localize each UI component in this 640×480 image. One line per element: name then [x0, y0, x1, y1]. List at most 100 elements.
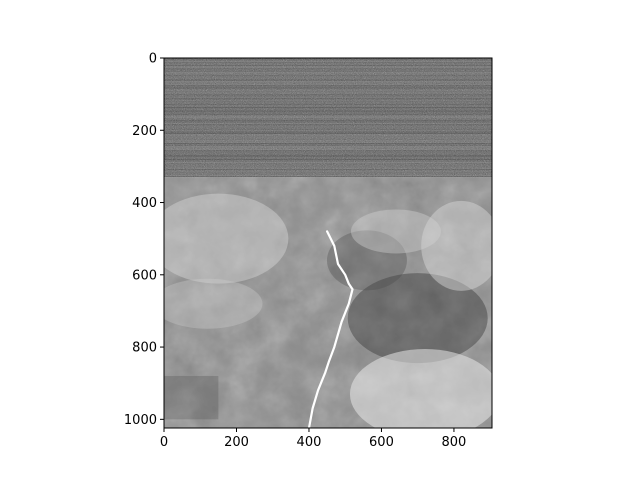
cloud-patch [421, 200, 492, 291]
y-tick-label: 400 [132, 196, 157, 211]
noise-streak [164, 110, 492, 111]
noise-streak [164, 76, 492, 78]
noise-streak [164, 84, 492, 85]
axes-frame [163, 57, 493, 429]
noise-streak [164, 172, 492, 173]
noise-streak [164, 169, 492, 171]
noise-streak [164, 175, 492, 176]
noise-streak [164, 62, 492, 64]
noise-streak [164, 144, 492, 146]
y-axis: 0 200 400 600 800 1000 [124, 52, 164, 428]
noise-streak [164, 105, 492, 107]
noise-streak [164, 63, 492, 65]
noise-streak [164, 167, 492, 169]
noise-streak [164, 153, 492, 155]
noise-streak [164, 160, 492, 162]
noise-streak [164, 82, 492, 84]
noise-streak [164, 121, 492, 123]
noise-streak [164, 154, 492, 156]
noise-streak [164, 117, 492, 118]
noise-streak [164, 133, 492, 134]
noise-streak [164, 99, 492, 101]
noise-streak [164, 118, 492, 120]
noise-streak [164, 104, 492, 105]
satellite-image [164, 58, 492, 428]
noise-streak [164, 115, 492, 117]
noise-streak [164, 123, 492, 124]
x-tick-label: 600 [369, 435, 394, 450]
noise-streak [164, 166, 492, 168]
noise-streak [164, 81, 492, 82]
plot-area [163, 57, 493, 429]
cloud-patch [164, 278, 263, 329]
noise-streak [164, 94, 492, 95]
noise-streak [164, 136, 492, 137]
noise-streak [164, 114, 492, 116]
noise-texture [164, 58, 492, 178]
noise-streak [164, 143, 492, 144]
noise-streak [164, 151, 492, 153]
dark-region [326, 230, 407, 291]
noise-streak [164, 170, 492, 172]
x-tick-label: 200 [224, 435, 249, 450]
noise-streak [164, 128, 492, 130]
coastline [307, 230, 354, 428]
cloud-patch [350, 209, 441, 254]
noise-streak [164, 138, 492, 140]
noise-streak [164, 112, 492, 114]
noise-streak [164, 173, 492, 175]
y-tick-label: 1000 [124, 413, 157, 428]
noise-streak [164, 79, 492, 81]
noise-streak [164, 65, 492, 66]
cloud-patch [349, 349, 492, 428]
noise-streak [164, 176, 492, 178]
x-tick-label: 400 [297, 435, 322, 450]
noise-streak [164, 101, 492, 103]
noise-streak [164, 162, 492, 163]
noise-streak [164, 147, 492, 149]
noise-streak [164, 68, 492, 69]
y-tick-label: 600 [132, 268, 157, 283]
noise-streak [164, 107, 492, 108]
noise-streak [164, 137, 492, 139]
noise-streak [164, 92, 492, 94]
noise-streak [164, 125, 492, 127]
noise-streak [164, 108, 492, 110]
noise-streak [164, 102, 492, 104]
noise-streak [164, 69, 492, 71]
noise-streak [164, 124, 492, 126]
noise-streak [164, 89, 492, 91]
noise-streak [164, 157, 492, 159]
noise-streak [164, 134, 492, 136]
noise-streak [164, 130, 492, 131]
noise-streak [164, 72, 492, 74]
noise-streak [164, 146, 492, 147]
noise-streak [164, 150, 492, 152]
y-tick-label: 0 [149, 52, 157, 67]
noise-streak [164, 149, 492, 150]
dark-region [347, 273, 488, 364]
noise-streak [164, 164, 492, 166]
x-axis: 0 200 400 600 800 [160, 428, 466, 450]
noise-streak [164, 85, 492, 87]
y-tick-label: 200 [132, 124, 157, 139]
noise-streak [164, 163, 492, 165]
noise-streak [164, 75, 492, 77]
noise-streak [164, 97, 492, 98]
noise-streak [164, 60, 492, 62]
noise-streak [164, 88, 492, 90]
x-tick-label: 0 [160, 435, 168, 450]
x-tick-label: 800 [442, 435, 467, 450]
noise-streak [164, 120, 492, 121]
cloud-patch [164, 193, 289, 284]
dark-region [164, 375, 219, 420]
noise-streak [164, 127, 492, 129]
noise-streak [164, 73, 492, 75]
noise-streak [164, 156, 492, 158]
noise-streak [164, 71, 492, 72]
noise-streak [164, 59, 492, 61]
noise-streak [164, 66, 492, 68]
noise-streak [164, 86, 492, 88]
y-tick-label: 800 [132, 341, 157, 356]
